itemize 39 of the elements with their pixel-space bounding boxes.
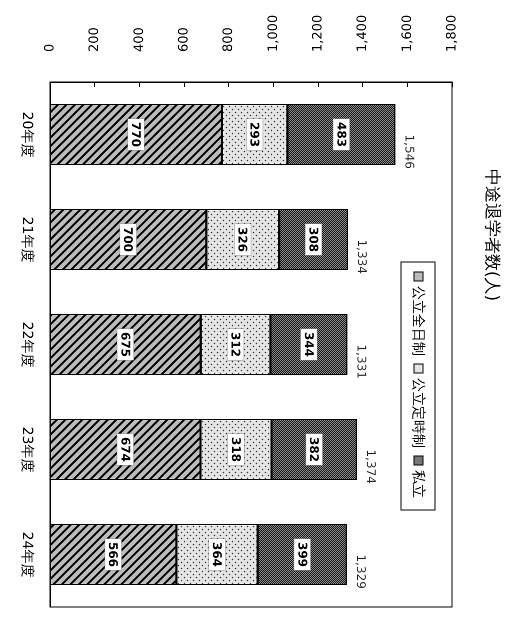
x-tick-label: 1,000 — [266, 14, 281, 52]
total-label: 1,331 — [354, 344, 368, 379]
y-tick-label: 20年度 — [19, 112, 35, 158]
x-tick-label: 1,400 — [355, 14, 370, 52]
data-label: 566 — [106, 542, 120, 568]
data-label: 364 — [210, 542, 224, 568]
legend-label: 公立定時制 — [410, 378, 426, 448]
y-tick-label: 23年度 — [19, 426, 35, 472]
y-tick-label: 24年度 — [19, 532, 35, 578]
data-label: 675 — [118, 332, 132, 358]
x-tick-label: 600 — [176, 27, 192, 52]
y-tick-label: 22年度 — [19, 322, 35, 368]
data-label: 308 — [306, 226, 321, 252]
total-label: 1,329 — [354, 554, 368, 589]
x-tick-label: 1,600 — [400, 14, 415, 52]
total-label: 1,374 — [364, 450, 378, 484]
data-label: 344 — [302, 332, 316, 358]
x-tick-label: 1,800 — [444, 14, 460, 52]
x-tick-label: 1,200 — [310, 14, 326, 52]
total-label: 1,546 — [402, 134, 416, 169]
data-label: 312 — [228, 332, 243, 358]
data-label: 293 — [248, 122, 262, 148]
x-tick-label: 400 — [132, 27, 147, 52]
data-label: 318 — [229, 436, 244, 462]
data-label: 483 — [334, 122, 348, 148]
text: 中途退学者数(人) — [482, 168, 502, 302]
data-label: 326 — [236, 226, 250, 252]
total-label: 1,334 — [354, 240, 369, 274]
data-label: 399 — [295, 542, 310, 568]
data-label: 674 — [118, 436, 132, 462]
data-label: 700 — [121, 226, 136, 252]
data-label: 382 — [307, 436, 322, 462]
legend-label: 公立全日制 — [410, 286, 426, 356]
legend-label: 私立 — [410, 470, 426, 498]
data-label: 770 — [128, 122, 143, 148]
y-tick-label: 21年度 — [19, 216, 35, 262]
x-tick-label: 200 — [87, 27, 102, 52]
x-tick-label: 0 — [42, 44, 58, 52]
x-tick-label: 800 — [221, 27, 236, 52]
